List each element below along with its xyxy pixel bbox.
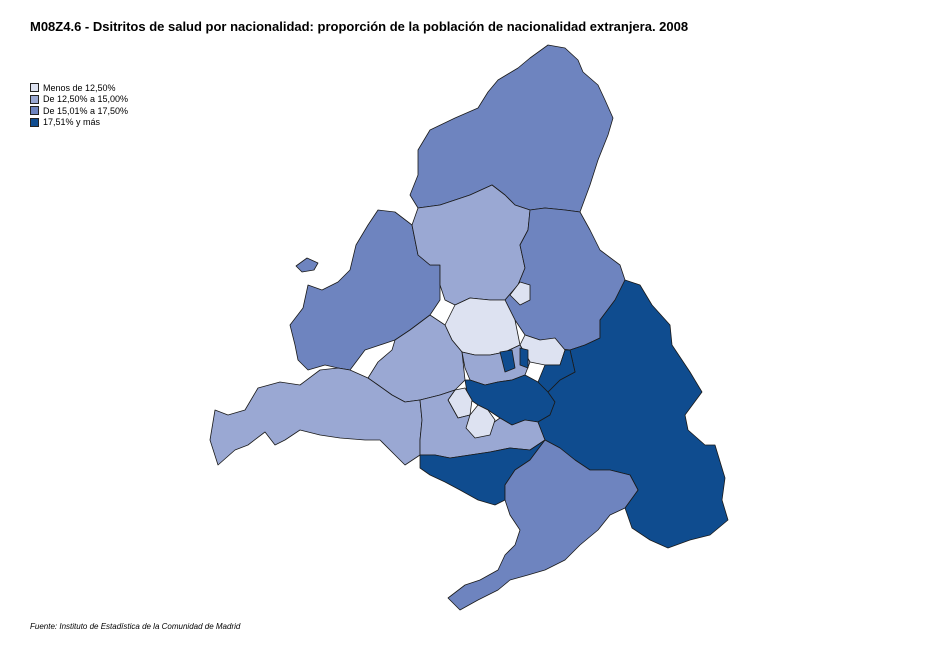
district-north	[409, 44, 614, 213]
district-southeast	[447, 439, 639, 611]
source-note: Fuente: Instituto de Estadística de la C…	[30, 622, 241, 631]
legend-item-12-50-15-00: De 12,50% a 15,00%	[30, 94, 128, 106]
legend-swatch	[30, 117, 39, 127]
legend-label: De 15,01% a 17,50%	[43, 105, 129, 116]
legend-item-15-01-17-50: De 15,01% a 17,50%	[30, 105, 128, 117]
legend-swatch	[30, 94, 39, 104]
legend-item-gt-17-51: 17,51% y más	[30, 117, 128, 129]
legend-item-lt-12-50: Menos de 12,50%	[30, 82, 128, 94]
legend-label: 17,51% y más	[43, 117, 101, 128]
legend-label: Menos de 12,50%	[43, 82, 116, 93]
legend-swatch	[30, 83, 39, 93]
district-central-dark-3	[519, 347, 529, 369]
district-east-inner	[537, 349, 576, 393]
district-central-dark-2	[499, 349, 516, 373]
legend-label: De 12,50% a 15,00%	[43, 94, 129, 105]
district-pale-south	[465, 404, 496, 439]
legend-swatch	[30, 106, 39, 116]
district-enclave	[295, 257, 319, 273]
map-legend: Menos de 12,50% De 12,50% a 15,00% De 15…	[30, 82, 128, 128]
map-title: M08Z4.6 - Dsitritos de salud por naciona…	[30, 19, 689, 34]
district-pale-small	[509, 281, 531, 306]
